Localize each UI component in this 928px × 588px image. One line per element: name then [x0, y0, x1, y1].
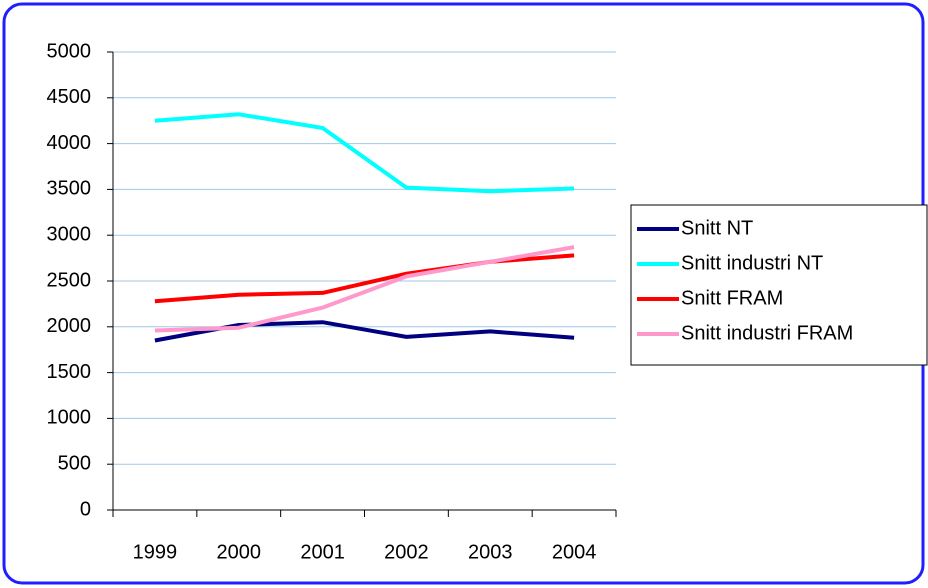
x-tick-label: 2000: [217, 541, 262, 563]
y-tick-label: 1500: [47, 361, 92, 383]
series-line: [154, 112, 575, 194]
y-tick-label: 4500: [47, 86, 92, 108]
x-tick-label: 2001: [300, 541, 345, 563]
y-tick-label: 4000: [47, 132, 92, 154]
legend-label: Snitt industri NT: [681, 252, 823, 274]
x-tick-label: 2002: [384, 541, 429, 563]
legend-label: Snitt industri FRAM: [681, 322, 853, 344]
legend-label: Snitt FRAM: [681, 287, 783, 309]
x-tick-label: 1999: [133, 541, 178, 563]
y-tick-label: 1000: [47, 407, 92, 429]
y-tick-label: 3500: [47, 178, 92, 200]
y-tick-label: 2000: [47, 315, 92, 337]
legend-box: [630, 204, 928, 366]
y-tick-label: 3000: [47, 223, 92, 245]
y-tick-label: 0: [80, 498, 91, 520]
series-line: [154, 245, 575, 333]
y-tick-label: 2500: [47, 269, 92, 291]
y-tick-label: 5000: [47, 40, 92, 62]
x-tick-label: 2003: [468, 541, 513, 563]
y-tick-label: 500: [58, 452, 91, 474]
x-tick-label: 2004: [552, 541, 597, 563]
legend-label: Snitt NT: [681, 217, 753, 239]
